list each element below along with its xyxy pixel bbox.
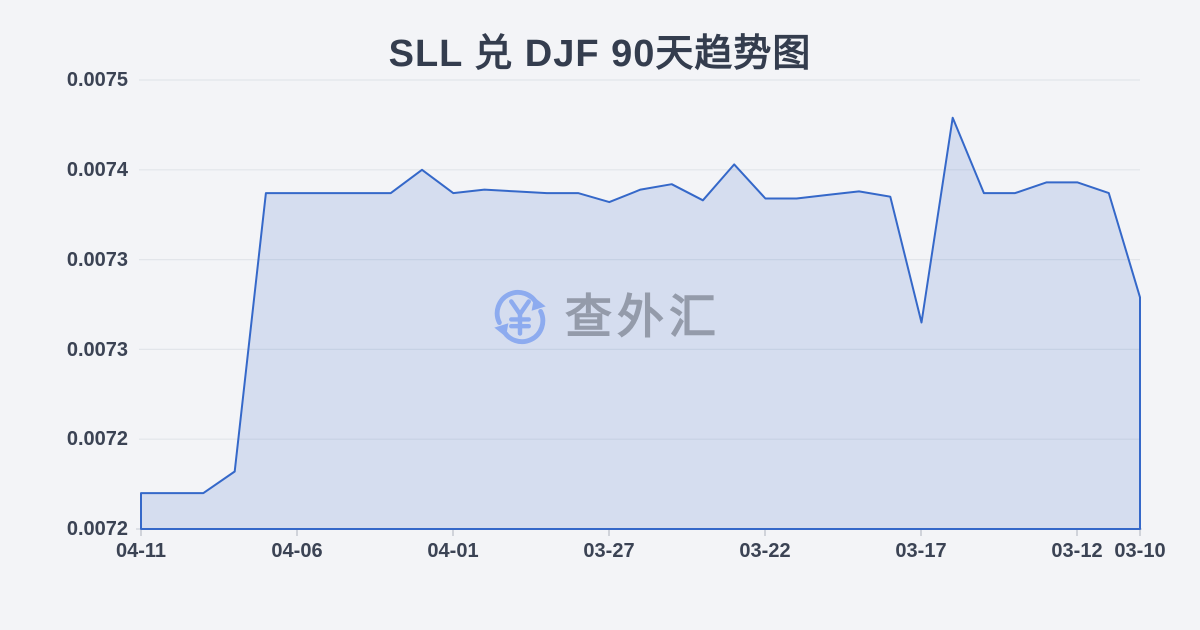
chart-title: SLL 兑 DJF 90天趋势图 [388, 33, 812, 75]
gridlines [139, 79, 1140, 440]
x-axis-label: 04-06 [271, 540, 323, 562]
x-axis-label: 03-17 [895, 540, 947, 562]
arrow-head-icon [494, 323, 509, 337]
x-axis-label: 03-22 [739, 540, 791, 562]
x-axis-label: 03-27 [583, 540, 635, 562]
trend-area-series [140, 116, 1141, 530]
x-axis-label: 04-01 [427, 540, 479, 562]
y-axis-label: 0.0073 [66, 249, 128, 271]
yen-symbol [509, 299, 531, 336]
y-axis-label: 0.0075 [66, 69, 128, 91]
y-axis-label: 0.0072 [66, 428, 128, 450]
y-axis-label: 0.0072 [66, 518, 128, 540]
currency-sync-icon [494, 289, 546, 345]
x-axis-label: 04-11 [115, 540, 167, 562]
arrow-head-icon [531, 297, 546, 311]
watermark: 查外汇 [489, 286, 721, 348]
x-axis-label: 03-10 [1114, 540, 1166, 562]
watermark-text: 查外汇 [565, 290, 721, 343]
x-axis-label: 03-12 [1051, 540, 1103, 562]
y-axis-label: 0.0074 [66, 159, 128, 181]
x-axis-ticks [140, 529, 1141, 536]
y-axis-label: 0.0073 [66, 339, 128, 361]
